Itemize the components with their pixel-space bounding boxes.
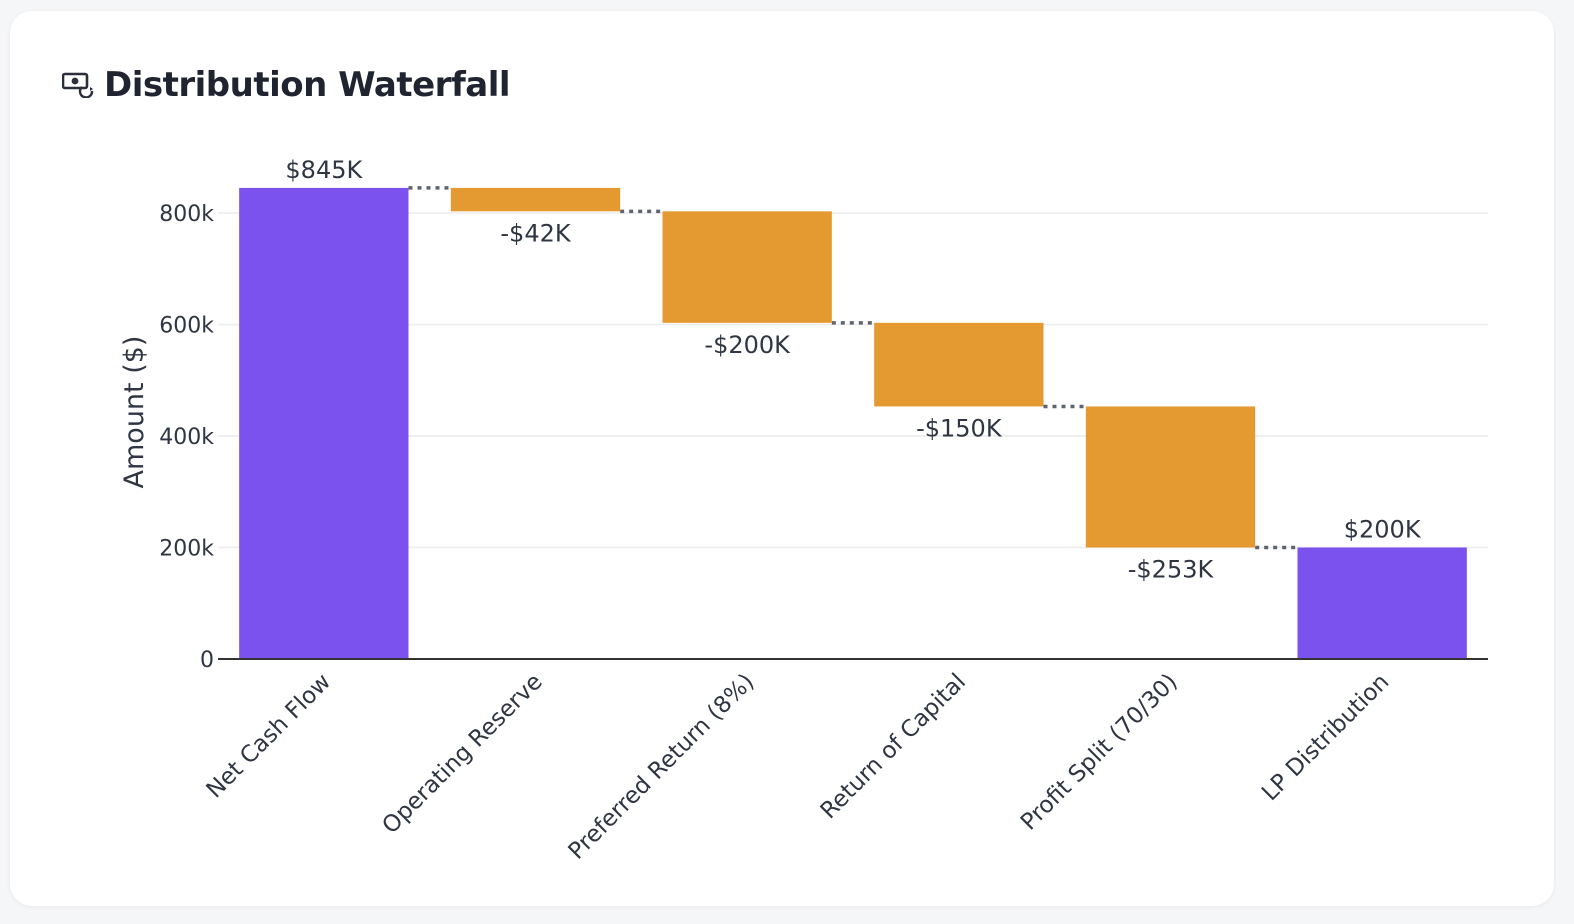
y-tick-label: 0 <box>200 648 214 673</box>
x-tick-label: Net Cash Flow <box>202 669 337 804</box>
card-header: Distribution Waterfall <box>62 63 511 107</box>
y-tick-label: 200k <box>159 537 214 562</box>
y-axis-title: Amount ($) <box>119 336 150 489</box>
data-label: -$42K <box>500 219 571 247</box>
x-tick-label: Operating Reserve <box>378 669 548 839</box>
x-tick-label: Profit Split (70/30) <box>1016 669 1183 836</box>
y-tick-label: 400k <box>159 425 214 450</box>
bar-profit-split-70-30 <box>1085 406 1256 548</box>
data-label: -$200K <box>704 331 791 359</box>
bar-operating-reserve <box>450 187 621 212</box>
y-tick-label: 600k <box>159 314 214 339</box>
y-tick-label: 800k <box>159 202 214 227</box>
x-tick-label: Return of Capital <box>816 669 971 824</box>
y-axis-ticks: 0 200k 400k 600k 800k <box>159 202 214 673</box>
bars <box>239 187 1467 659</box>
chart-title: Distribution Waterfall <box>104 65 511 105</box>
data-label: -$150K <box>916 414 1003 442</box>
x-tick-label: Preferred Return (8%) <box>564 669 760 865</box>
bar-lp-distribution <box>1297 547 1467 659</box>
data-label: -$253K <box>1128 556 1215 584</box>
data-label: $200K <box>1344 516 1422 544</box>
bar-net-cash-flow <box>239 187 409 659</box>
connectors <box>408 186 1298 550</box>
data-label: $845K <box>285 156 363 184</box>
money-exchange-icon <box>62 72 94 98</box>
x-tick-label: LP Distribution <box>1257 669 1394 806</box>
x-axis-ticks: Net Cash Flow Operating Reserve Preferred … <box>202 669 1395 865</box>
bar-preferred-return-8 <box>662 211 832 323</box>
data-labels: $845K -$42K -$200K -$150K -$253K $200K <box>285 156 1421 584</box>
bar-return-of-capital <box>874 322 1044 407</box>
